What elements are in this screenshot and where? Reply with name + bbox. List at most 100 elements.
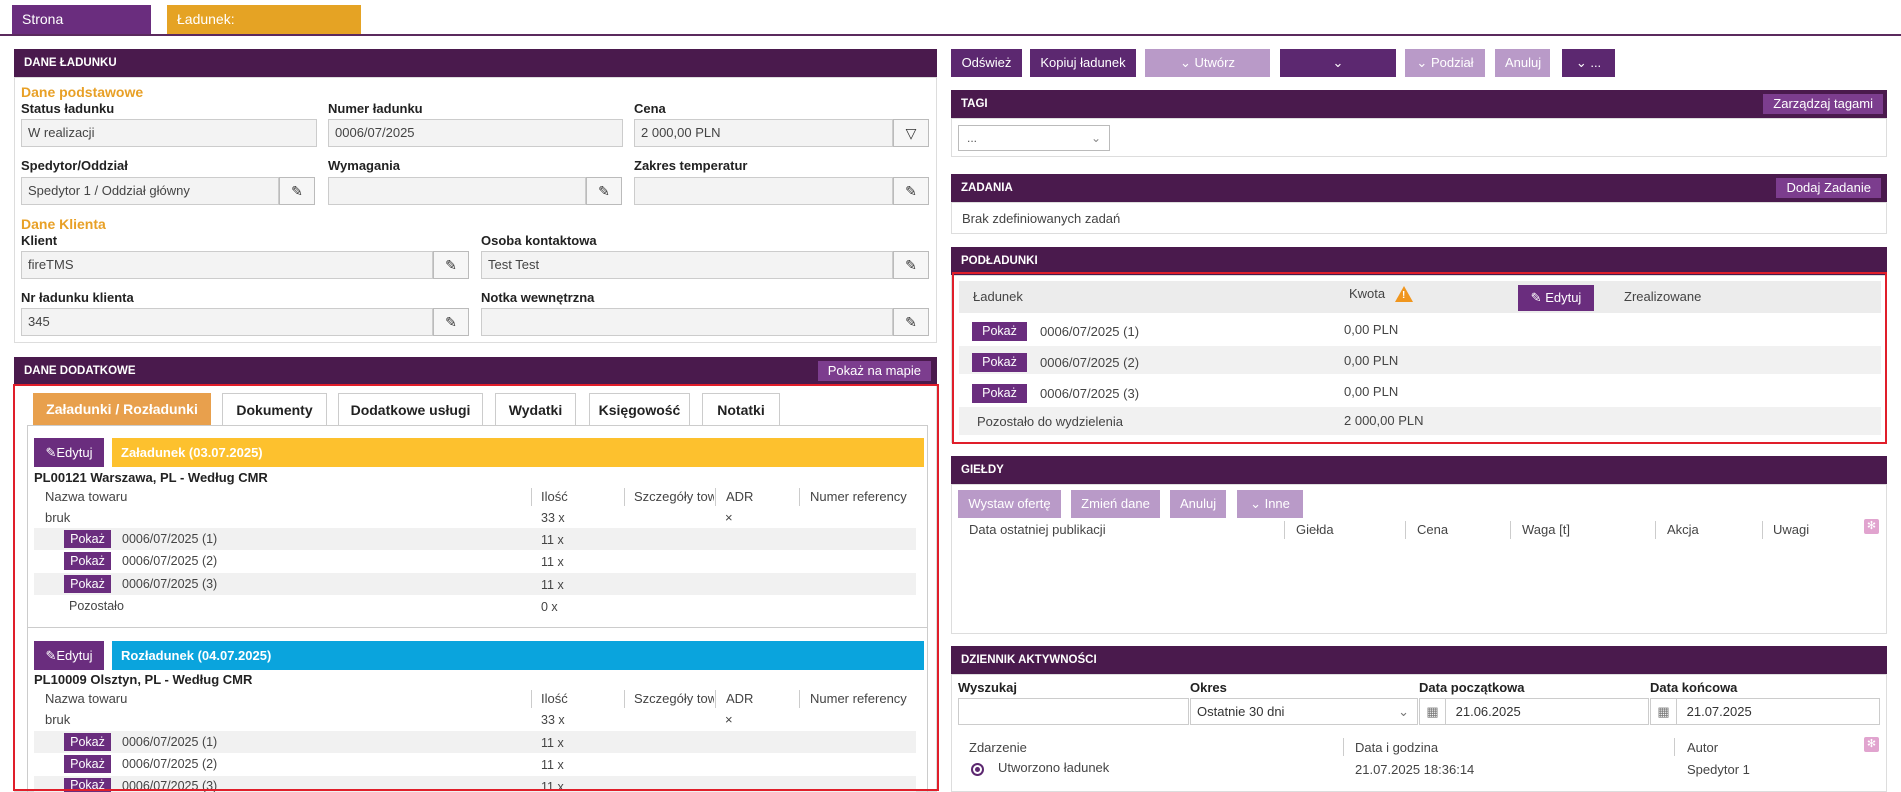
subtab-dokumenty[interactable]: Dokumenty	[222, 393, 327, 425]
more-button[interactable]: ⌄ ...	[1562, 49, 1615, 77]
show-map-button[interactable]: Pokaż na mapie	[817, 361, 931, 381]
col-akcja: Akcja	[1667, 522, 1699, 537]
edit-icon[interactable]: ✎	[433, 251, 469, 279]
cena-field[interactable]: 2 000,00 PLN	[634, 119, 893, 147]
numer-field[interactable]: 0006/07/2025	[328, 119, 623, 147]
tab-strona-startowa[interactable]: Strona startowa✕	[12, 5, 151, 57]
col-sep	[799, 488, 800, 506]
calendar-icon[interactable]: ▦	[1420, 699, 1446, 724]
edit-loading-button[interactable]: ✎Edytuj	[34, 438, 104, 467]
wymagania-field[interactable]	[328, 177, 586, 205]
show-sub-button[interactable]: Pokaż	[64, 755, 111, 773]
cancel-button[interactable]: Anuluj	[1495, 49, 1550, 77]
radio-icon[interactable]	[971, 763, 984, 776]
subtab-zaladunki[interactable]: Załadunki / Rozładunki	[33, 393, 211, 425]
start-date-input[interactable]: ▦ 21.06.2025	[1419, 698, 1649, 725]
col-waga: Waga [t]	[1522, 522, 1570, 537]
tags-select[interactable]: ... ⌄	[958, 125, 1110, 151]
sub-name: 0006/07/2025 (3)	[122, 577, 218, 591]
section-basic-title: Dane podstawowe	[21, 84, 144, 100]
unloading-address: PL10009 Olsztyn, PL - Według CMR	[34, 672, 253, 687]
edit-icon[interactable]: ✎	[893, 177, 929, 205]
col-adr: ADR	[726, 691, 754, 706]
zakres-label: Zakres temperatur	[634, 158, 748, 173]
show-sub-button[interactable]: Pokaż	[64, 778, 111, 792]
other-button[interactable]: ⌄ Inne	[1237, 490, 1303, 518]
show-subload-button[interactable]: Pokaż	[972, 353, 1027, 372]
chevron-down-icon[interactable]: ▽	[893, 119, 929, 147]
end-date-input[interactable]: ▦ 21.07.2025	[1650, 698, 1880, 725]
split-button[interactable]: ⌄ Podział	[1405, 49, 1485, 77]
subtab-notatki[interactable]: Notatki	[702, 393, 780, 425]
calendar-icon[interactable]: ▦	[1651, 699, 1677, 724]
warning-mark: !	[1402, 290, 1406, 301]
edit-icon[interactable]: ✎	[893, 251, 929, 279]
spedytor-field[interactable]: Spedytor 1 / Oddział główny	[21, 177, 279, 205]
subload-amount: 0,00 PLN	[1344, 353, 1399, 368]
manage-tags-button[interactable]: Zarządzaj tagami	[1763, 94, 1883, 114]
sub-name: 0006/07/2025 (2)	[122, 757, 218, 771]
chevron-down-icon: ⌄	[1398, 704, 1409, 719]
sub-qty: 11 x	[541, 533, 564, 547]
confirmation-button[interactable]: ⌄ Potwierdzenie	[1280, 49, 1396, 98]
zakres-field[interactable]	[634, 177, 893, 205]
notka-field[interactable]	[481, 308, 893, 336]
change-data-button[interactable]: Zmień dane	[1071, 490, 1160, 518]
tasks-empty-text: Brak zdefiniowanych zadań	[962, 211, 1121, 226]
cancel-exchange-button[interactable]: Anuluj	[1170, 490, 1226, 518]
add-task-button[interactable]: Dodaj Zadanie	[1776, 178, 1881, 198]
nr-klienta-field[interactable]: 345	[21, 308, 433, 336]
wymagania-label: Wymagania	[328, 158, 401, 173]
show-sub-button[interactable]: Pokaż	[64, 575, 111, 593]
subtab-dodatkowe-uslugi[interactable]: Dodatkowe usługi	[338, 393, 483, 425]
edit-icon[interactable]: ✎	[279, 177, 315, 205]
refresh-button[interactable]: Odśwież	[951, 49, 1022, 77]
subload-name: 0006/07/2025 (3)	[1040, 386, 1140, 401]
table-row	[959, 346, 1881, 374]
copy-load-button[interactable]: Kopiuj ładunek	[1030, 49, 1136, 77]
period-select[interactable]: Ostatnie 30 dni ⌄	[1190, 698, 1418, 725]
subtab-wydatki[interactable]: Wydatki	[495, 393, 576, 425]
subtab-ksiegowosc[interactable]: Księgowość	[589, 393, 690, 425]
zadania-header: ZADANIA Dodaj Zadanie	[951, 174, 1887, 202]
edit-icon[interactable]: ✎	[586, 177, 622, 205]
highlight-outline	[13, 384, 939, 791]
tags-select-value: ...	[967, 131, 978, 145]
subload-amount: 0,00 PLN	[1344, 322, 1399, 337]
sub-name: 0006/07/2025 (2)	[122, 554, 218, 568]
col-ladunek: Ładunek	[973, 289, 1023, 304]
end-date-label: Data końcowa	[1650, 680, 1738, 695]
show-sub-button[interactable]: Pokaż	[64, 552, 111, 570]
edit-label: Edytuj	[1545, 290, 1582, 305]
table-row	[959, 407, 1881, 435]
edit-icon[interactable]: ✎	[433, 308, 469, 336]
status-field[interactable]: W realizacji	[21, 119, 317, 147]
chevron-down-icon: ⌄	[1090, 131, 1101, 145]
show-sub-button[interactable]: Pokaż	[64, 530, 111, 548]
dane-dodatkowe-title: DANE DODATKOWE	[24, 365, 136, 377]
osoba-field[interactable]: Test Test	[481, 251, 893, 279]
edit-icon[interactable]: ✎	[893, 308, 929, 336]
event-date: 21.07.2025 18:36:14	[1355, 762, 1475, 777]
create-order-button[interactable]: ⌄ Utwórz zlecenie	[1145, 49, 1270, 98]
show-sub-button[interactable]: Pokaż	[64, 733, 111, 751]
show-subload-button[interactable]: Pokaż	[972, 384, 1027, 403]
zadania-panel	[951, 202, 1887, 234]
show-subload-button[interactable]: Pokaż	[972, 322, 1027, 341]
search-input[interactable]	[958, 698, 1189, 725]
col-sep	[715, 488, 716, 506]
chevron-down-icon: ⌄	[1250, 496, 1265, 511]
gear-icon[interactable]: ✻	[1864, 737, 1879, 752]
klient-field[interactable]: fireTMS	[21, 251, 433, 279]
edit-label: Edytuj	[56, 648, 93, 663]
publish-offer-button[interactable]: Wystaw ofertę	[958, 490, 1061, 518]
gear-icon[interactable]: ✻	[1864, 519, 1879, 534]
tab-ladunek[interactable]: Ładunek: 0006/07/2025✕	[167, 5, 361, 57]
chevron-down-icon: ⌄	[1180, 55, 1195, 70]
edit-subloads-button[interactable]: ✎ Edytuj	[1518, 285, 1594, 311]
osoba-label: Osoba kontaktowa	[481, 233, 597, 248]
klient-label: Klient	[21, 233, 58, 248]
remaining-split-label: Pozostało do wydzielenia	[977, 414, 1123, 429]
chevron-down-icon: ⌄	[1575, 55, 1591, 70]
edit-unloading-button[interactable]: ✎Edytuj	[34, 641, 104, 670]
